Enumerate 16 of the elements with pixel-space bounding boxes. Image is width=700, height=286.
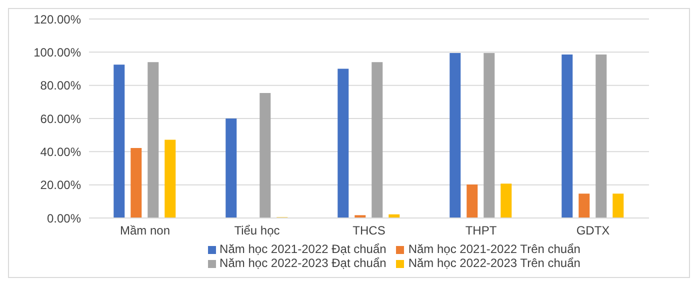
y-tick-label: 80.00% [40,78,82,93]
x-tick-label: THPT [465,224,498,238]
y-tick-label: 40.00% [40,144,82,159]
y-tick-label: 100.00% [34,45,82,60]
legend-label: Năm học 2022-2023 Đạt chuẩn [220,256,386,270]
y-tick-label: 120.00% [34,12,82,26]
x-tick-label: Tiểu học [234,224,280,238]
legend-label: Năm học 2021-2022 Trên chuẩn [408,242,580,256]
x-tick-label: GDTX [576,224,610,238]
y-tick-label: 20.00% [40,178,82,192]
x-tick-label: THCS [352,224,386,238]
y-tick-label: 60.00% [40,112,82,126]
legend-label: Năm học 2021-2022 Đạt chuẩn [220,242,386,256]
y-tick-label: 0.00% [46,211,82,226]
legend-label: Năm học 2022-2023 Trên chuẩn [408,256,580,270]
x-tick-label: Mầm non [120,224,170,238]
